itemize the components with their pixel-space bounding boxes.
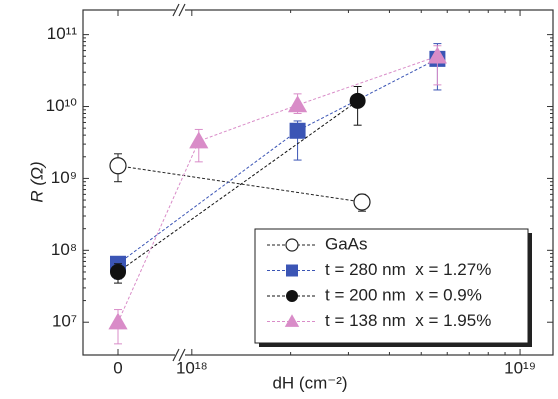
- legend-label: t = 138 nm x = 1.95%: [325, 311, 491, 330]
- marker: [286, 290, 298, 302]
- legend-box: [254, 228, 529, 344]
- marker: [289, 122, 306, 139]
- x-tick-label: 10¹⁸: [176, 358, 208, 377]
- y-tick-label: 10⁹: [51, 168, 77, 187]
- marker: [353, 193, 371, 211]
- axis-break-mark: [172, 348, 180, 362]
- y-axis-label: R (Ω): [27, 161, 46, 202]
- x-tick-label: 0: [113, 358, 122, 377]
- series-line: [117, 55, 438, 323]
- x-axis-label: dH (cm⁻²): [272, 373, 347, 392]
- y-tick-label: 10⁸: [51, 240, 77, 259]
- legend-label: t = 280 nm x = 1.27%: [325, 260, 491, 279]
- series-line: [117, 100, 358, 273]
- marker: [109, 157, 127, 175]
- axis-break-gap: [175, 6, 185, 14]
- axis-break-gap: [175, 351, 185, 359]
- marker: [287, 95, 308, 113]
- axis-break-mark: [172, 3, 180, 17]
- y-tick-label: 10⁷: [52, 312, 77, 331]
- y-tick-label: 10¹⁰: [46, 96, 78, 115]
- legend-label: t = 200 nm x = 0.9%: [325, 285, 482, 304]
- axis-break-mark: [178, 3, 186, 17]
- marker: [108, 312, 128, 330]
- marker: [349, 92, 366, 109]
- marker: [110, 263, 126, 280]
- axis-break-mark: [178, 348, 186, 362]
- legend-label: GaAs: [325, 234, 368, 253]
- y-tick-label: 10¹¹: [47, 24, 78, 43]
- plot-frame: [82, 9, 554, 356]
- marker: [427, 46, 448, 64]
- series-line: [117, 165, 363, 203]
- x-tick-label: 10¹⁹: [504, 358, 536, 377]
- marker: [284, 314, 300, 327]
- marker: [286, 264, 298, 277]
- marker: [189, 131, 209, 149]
- marker: [285, 238, 299, 252]
